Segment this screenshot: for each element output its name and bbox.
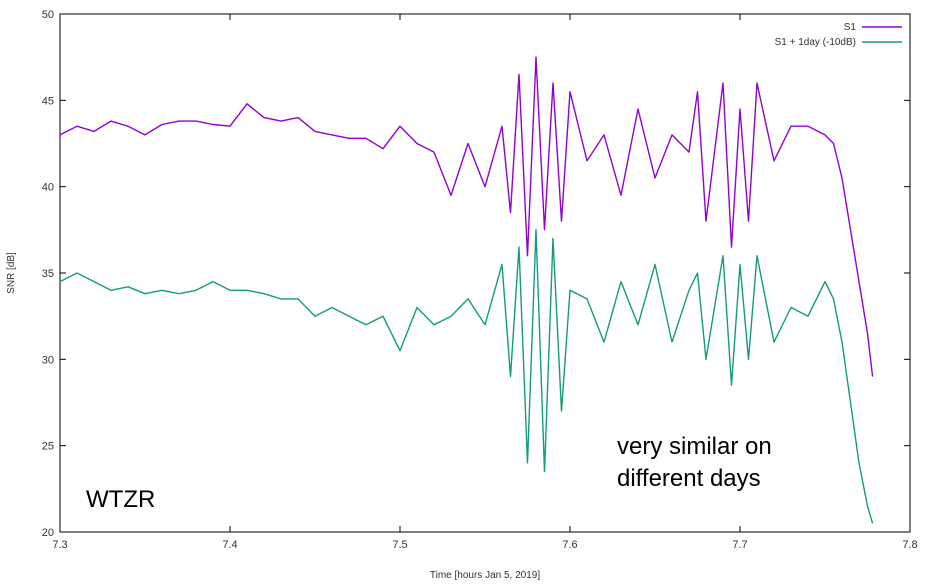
y-tick-label: 50 <box>42 9 54 21</box>
series-line-s1-plus-1day <box>59 229 874 524</box>
series-line-s1 <box>59 56 874 377</box>
series-layer <box>59 56 874 524</box>
y-tick-label: 45 <box>42 95 54 107</box>
y-tick-label: 40 <box>42 182 54 194</box>
annotation-note-line-1: very similar on <box>617 433 772 460</box>
plot-frame <box>59 13 911 533</box>
x-tick-label: 7.4 <box>222 539 237 551</box>
legend: S1 S1 + 1day (-10dB) <box>775 22 902 48</box>
y-tick-label: 20 <box>42 527 54 539</box>
x-tick-label: 7.7 <box>732 539 747 551</box>
annotation-note-line-2: different days <box>617 465 761 492</box>
x-tick-label: 7.8 <box>902 539 917 551</box>
y-tick-label: 25 <box>42 441 54 453</box>
x-tick-label: 7.6 <box>562 539 577 551</box>
x-tick-label: 7.5 <box>392 539 407 551</box>
x-ticks: 7.3 7.4 7.5 7.6 7.7 7.8 <box>52 14 918 551</box>
y-axis-label: SNR [dB] <box>6 252 17 294</box>
y-ticks: 20 25 30 35 40 45 50 <box>42 9 910 539</box>
y-tick-label: 30 <box>42 354 54 366</box>
legend-label-s1-plus-1day: S1 + 1day (-10dB) <box>775 37 856 48</box>
annotation-station-name: WTZR <box>86 486 155 513</box>
x-axis-label: Time [hours Jan 5, 2019] <box>430 570 540 581</box>
y-tick-label: 35 <box>42 268 54 280</box>
legend-label-s1: S1 <box>844 22 857 33</box>
x-tick-label: 7.3 <box>52 539 67 551</box>
